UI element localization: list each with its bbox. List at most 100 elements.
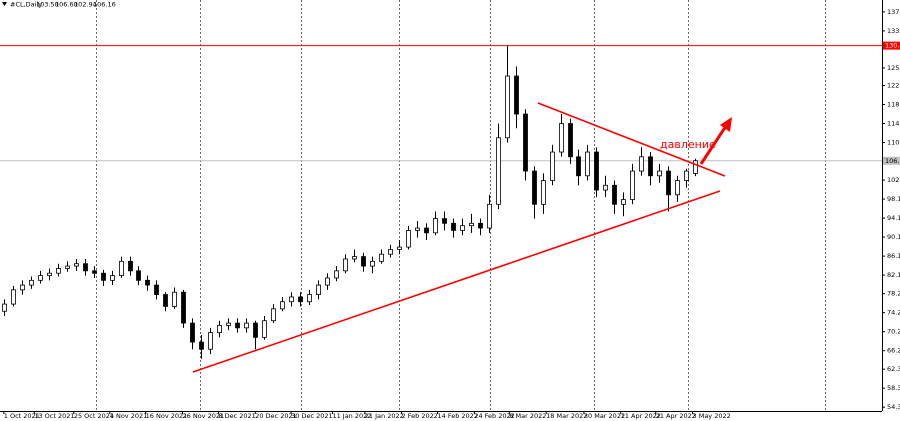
- candle-body: [343, 258, 348, 272]
- candle-body: [20, 284, 25, 291]
- candle-body: [541, 180, 546, 205]
- candle-body: [370, 260, 375, 267]
- candle-body: [47, 272, 52, 276]
- candle-body: [576, 156, 581, 177]
- y-tick-label: 98.10: [887, 195, 900, 203]
- candle-body: [352, 256, 357, 260]
- candle-body: [379, 253, 384, 262]
- candle-body: [271, 308, 276, 322]
- candle-body: [119, 260, 124, 276]
- x-tick-label: 16 Nov 2021: [146, 412, 188, 420]
- candle-body: [154, 284, 159, 295]
- y-tick-label: 90.10: [887, 233, 900, 241]
- ohlc-open: 103.50: [36, 1, 59, 9]
- candle-body: [648, 156, 653, 177]
- candle-body: [568, 123, 573, 158]
- candle-body: [361, 256, 366, 267]
- candle-body: [253, 322, 258, 338]
- ohlc-low: 102.94: [74, 1, 97, 9]
- x-tick-label: 21 Jan 2022: [365, 412, 404, 420]
- x-tick-label: 20 Dec 2021: [255, 412, 297, 420]
- symbol: #CL,Daily: [10, 1, 42, 9]
- x-tick-label: 25 Oct 2021: [74, 412, 114, 420]
- y-tick-label: 122.00: [887, 82, 900, 90]
- candle-body: [163, 294, 168, 307]
- candle-body: [514, 75, 519, 115]
- candle-body: [289, 296, 294, 303]
- y-tick-label: 110.00: [887, 139, 900, 147]
- candle-body: [29, 279, 34, 286]
- candle-body: [505, 75, 510, 139]
- ohlc-high: 106.60: [55, 1, 78, 9]
- candle-body: [181, 291, 186, 324]
- candle-body: [684, 170, 689, 181]
- candle-body: [397, 246, 402, 250]
- candle-body: [316, 284, 321, 295]
- candle-body: [496, 137, 501, 205]
- candle-body: [217, 325, 222, 334]
- candle-body: [325, 277, 330, 286]
- candle-body: [334, 270, 339, 279]
- y-tick-label: 78.20: [887, 290, 900, 298]
- candle-body: [307, 294, 312, 303]
- candle-body: [226, 322, 231, 326]
- x-tick-label: 24 Feb 2022: [474, 412, 514, 420]
- candle-body: [442, 218, 447, 224]
- candle-body: [406, 230, 411, 248]
- x-tick-label: 3 May 2022: [693, 412, 731, 420]
- candle-body: [532, 170, 537, 205]
- candle-body: [478, 222, 483, 229]
- resistance-trendline: [537, 102, 726, 177]
- axes: 54.30 58.30 62.30 66.20 70.20 74.20 78.20 82.10…: [3, 8, 900, 420]
- x-tick-label: 18 Mar 2022: [546, 412, 587, 420]
- candle-body: [83, 263, 88, 272]
- x-tick-label: 11 Apr 2022: [621, 412, 661, 420]
- candle-body: [244, 322, 249, 329]
- candle-body: [280, 301, 285, 310]
- y-tick-label: 86.10: [887, 252, 900, 260]
- candle-body: [199, 341, 204, 350]
- y-tick-label: 58.30: [887, 384, 900, 392]
- level-label: 130.40: [885, 42, 900, 50]
- candle-body: [56, 268, 61, 274]
- candle-body: [469, 222, 474, 227]
- y-tick-label: 94.10: [887, 214, 900, 222]
- arrow-head: [720, 117, 732, 132]
- level-label-box: [883, 41, 900, 50]
- candle-body: [675, 180, 680, 196]
- x-tick-label: 26 Nov 2021: [182, 412, 224, 420]
- candle-body: [559, 123, 564, 153]
- y-tick-label: 118.00: [887, 101, 900, 109]
- candle-body: [424, 227, 429, 234]
- candle-body: [630, 170, 635, 200]
- x-tick-label: 8 Dec 2021: [218, 412, 255, 420]
- candle-body: [460, 225, 465, 231]
- candle-body: [262, 320, 267, 338]
- candle-body: [612, 184, 617, 205]
- candle-body: [594, 151, 599, 191]
- ohlc-close: 106.16: [93, 1, 116, 9]
- candle-body: [657, 170, 662, 177]
- x-tick-label: 8 Mar 2022: [509, 412, 546, 420]
- candle-body: [388, 249, 393, 255]
- candle-body: [415, 227, 420, 231]
- annotation: давление: [660, 138, 716, 151]
- candle-body: [128, 260, 133, 272]
- candle-body: [523, 113, 528, 172]
- x-tick-label: 30 Dec 2021: [291, 412, 333, 420]
- candle-body: [693, 160, 698, 174]
- candle-body: [136, 270, 141, 281]
- x-tick-label: 13 Oct 2021: [34, 412, 74, 420]
- candles: [2, 45, 698, 359]
- candle-body: [550, 151, 555, 181]
- candle-body: [2, 303, 7, 312]
- candle-body: [585, 151, 590, 177]
- x-tick-label: 21 Apr 2022: [656, 412, 696, 420]
- y-tick-label: 74.20: [887, 309, 900, 317]
- candle-body: [451, 222, 456, 231]
- candle-body: [208, 332, 213, 350]
- candle-body: [172, 291, 177, 307]
- y-tick-label: 137.50: [887, 8, 900, 16]
